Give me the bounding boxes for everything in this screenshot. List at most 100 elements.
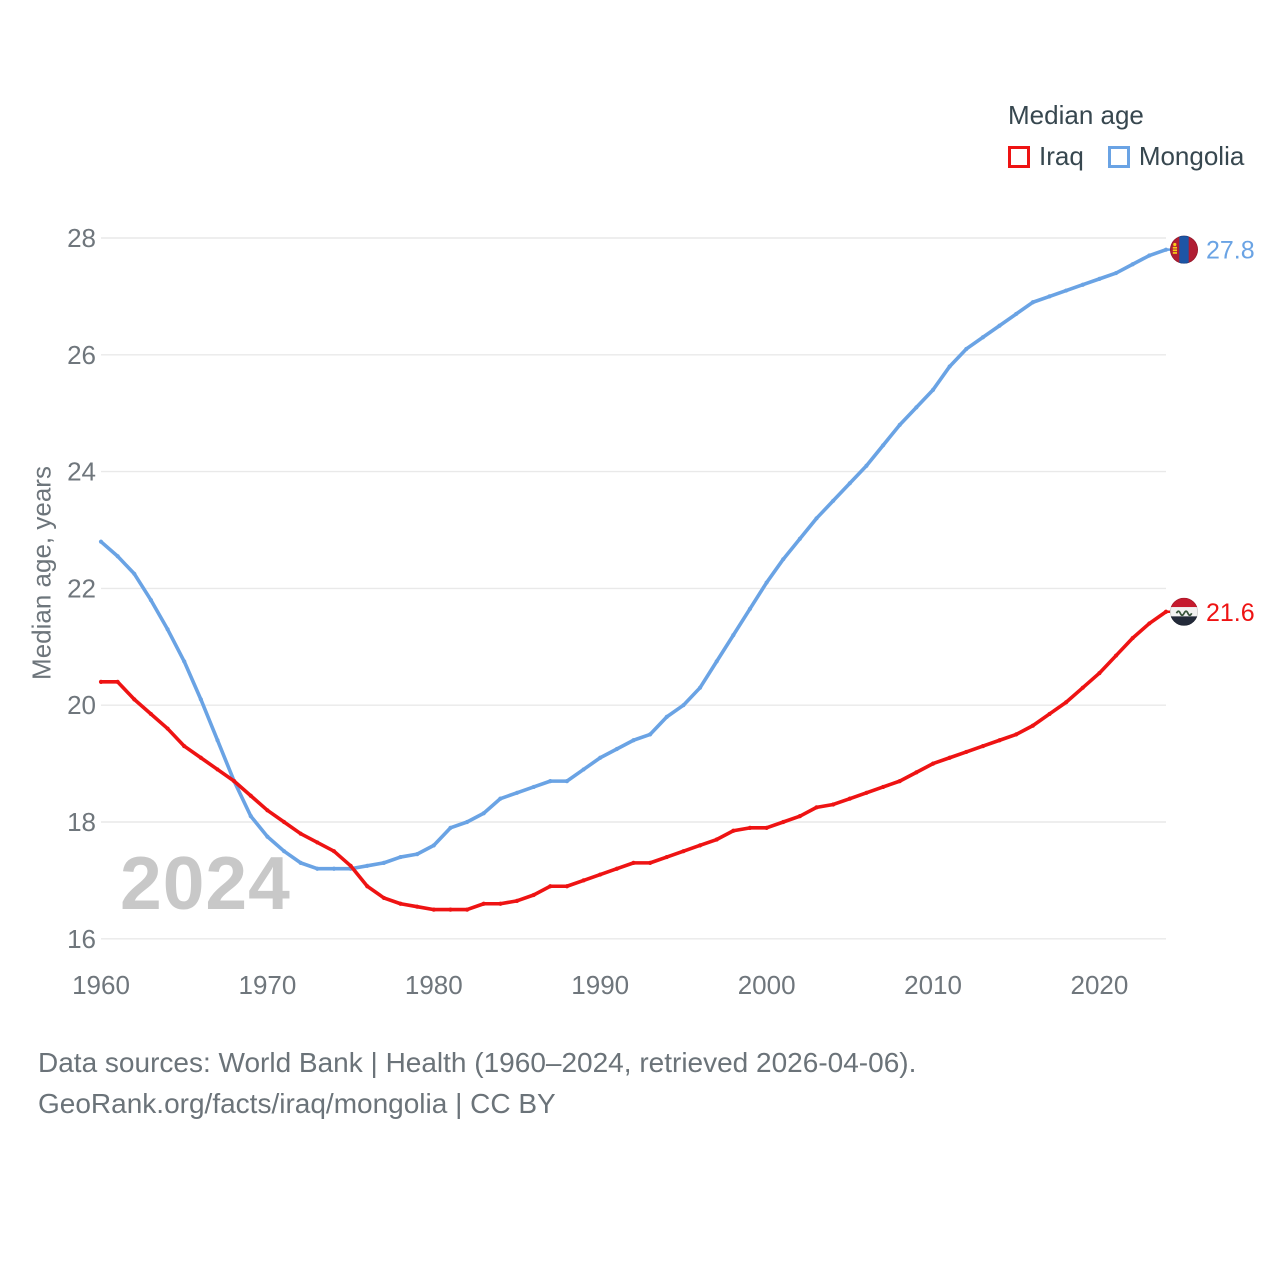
series-marker-mongolia [598, 755, 603, 760]
series-marker-mongolia [997, 323, 1002, 328]
series-marker-mongolia [398, 854, 403, 860]
series-marker-iraq [448, 907, 453, 912]
series-marker-mongolia [165, 627, 170, 632]
series-marker-mongolia [331, 866, 337, 871]
series-marker-mongolia [248, 814, 253, 819]
series-marker-mongolia [265, 834, 270, 839]
series-marker-iraq [464, 907, 470, 912]
series-marker-iraq [1080, 685, 1085, 690]
series-marker-iraq [165, 726, 170, 731]
series-marker-mongolia [1080, 282, 1085, 287]
x-tick-label-1960: 1960 [72, 970, 130, 1000]
series-marker-mongolia [714, 659, 719, 664]
series-marker-iraq [265, 808, 270, 813]
flag-art [1170, 235, 1198, 264]
series-marker-mongolia [198, 697, 203, 702]
flag-art [1170, 597, 1198, 626]
series-marker-iraq [381, 895, 386, 901]
series-marker-mongolia [631, 738, 636, 743]
series-marker-iraq [531, 892, 536, 898]
soyombo-mark [1172, 246, 1177, 249]
series-marker-mongolia [1030, 300, 1035, 305]
series-marker-mongolia [514, 790, 520, 795]
series-marker-iraq [248, 793, 253, 798]
x-tick-label-2000: 2000 [738, 970, 796, 1000]
series-marker-mongolia [731, 633, 736, 638]
series-marker-iraq [614, 866, 619, 871]
series-marker-iraq [1147, 621, 1152, 626]
series-marker-iraq [215, 767, 220, 772]
series-marker-iraq [697, 843, 703, 848]
series-marker-mongolia [881, 443, 886, 448]
series-marker-iraq [648, 860, 653, 865]
legend-title: Median age [1008, 100, 1144, 130]
series-marker-iraq [298, 831, 303, 836]
series-marker-mongolia [365, 863, 370, 868]
x-tick-label-2020: 2020 [1071, 970, 1129, 1000]
series-marker-mongolia [747, 606, 753, 611]
legend-item-mongolia[interactable]: Mongolia [1107, 141, 1244, 172]
series-marker-mongolia [381, 860, 386, 865]
series-marker-iraq [331, 849, 337, 854]
series-marker-iraq [864, 790, 869, 795]
series-marker-iraq [964, 749, 969, 755]
series-marker-mongolia [531, 784, 536, 790]
footer: Data sources: World Bank | Health (1960–… [38, 1042, 916, 1124]
legend-item-iraq[interactable]: Iraq [1008, 141, 1084, 172]
series-marker-mongolia [581, 767, 586, 772]
soyombo-mark [1172, 249, 1177, 252]
series-marker-mongolia [481, 811, 486, 816]
soyombo-mark [1173, 242, 1177, 247]
series-marker-iraq [1064, 700, 1069, 705]
series-marker-iraq [814, 805, 819, 810]
series-marker-mongolia [897, 422, 902, 427]
y-tick-label-28: 28 [67, 223, 96, 253]
series-marker-mongolia [498, 796, 503, 801]
series-marker-iraq [564, 884, 570, 889]
series-marker-iraq [930, 761, 936, 766]
flag-rim [1170, 235, 1199, 264]
series-marker-iraq [415, 904, 420, 909]
series-marker-mongolia [115, 554, 120, 559]
series-marker-mongolia [814, 516, 819, 521]
footer-data-sources: Data sources: World Bank | Health (1960–… [38, 1047, 917, 1078]
series-marker-mongolia [215, 738, 220, 743]
series-marker-iraq [631, 860, 636, 865]
series-marker-iraq [1047, 711, 1052, 717]
iraq-series-swatch [1008, 145, 1030, 168]
series-marker-iraq [1097, 670, 1102, 676]
series-marker-iraq [132, 697, 137, 702]
series-marker-mongolia [298, 860, 303, 865]
series-marker-iraq [598, 872, 603, 877]
flag-script-mark [1175, 610, 1193, 617]
series-marker-mongolia [98, 539, 104, 544]
year-watermark: 2024 [120, 841, 291, 925]
y-tick-label-26: 26 [67, 340, 96, 370]
series-marker-mongolia [697, 685, 703, 690]
series-marker-mongolia [781, 557, 786, 562]
series-marker-iraq [581, 878, 586, 883]
series-marker-iraq [781, 819, 786, 825]
series-marker-mongolia [797, 536, 803, 541]
legend: Median age Iraq Mongolia [1008, 100, 1244, 172]
series-marker-mongolia [564, 779, 570, 784]
series-marker-iraq [431, 907, 436, 912]
y-tick-label-24: 24 [67, 457, 96, 487]
end-value-label-mongolia: 27.8 [1206, 237, 1255, 265]
series-marker-mongolia [930, 387, 936, 392]
series-line-mongolia [99, 247, 1168, 871]
series-marker-mongolia [132, 571, 137, 576]
x-tick-label-1990: 1990 [571, 970, 629, 1000]
y-tick-label-22: 22 [67, 573, 96, 603]
mongolia-flag-icon [1170, 235, 1199, 264]
series-marker-iraq [881, 784, 886, 790]
iraq-flag-icon [1170, 597, 1199, 626]
series-marker-iraq [1130, 635, 1135, 641]
series-marker-mongolia [980, 335, 986, 340]
series-marker-iraq [997, 738, 1002, 743]
end-value-label-iraq: 21.6 [1206, 599, 1255, 627]
legend-items: Iraq Mongolia [1008, 141, 1244, 172]
y-tick-label-16: 16 [67, 924, 96, 954]
flag-red-band [1170, 597, 1198, 608]
series-marker-iraq [914, 770, 919, 775]
